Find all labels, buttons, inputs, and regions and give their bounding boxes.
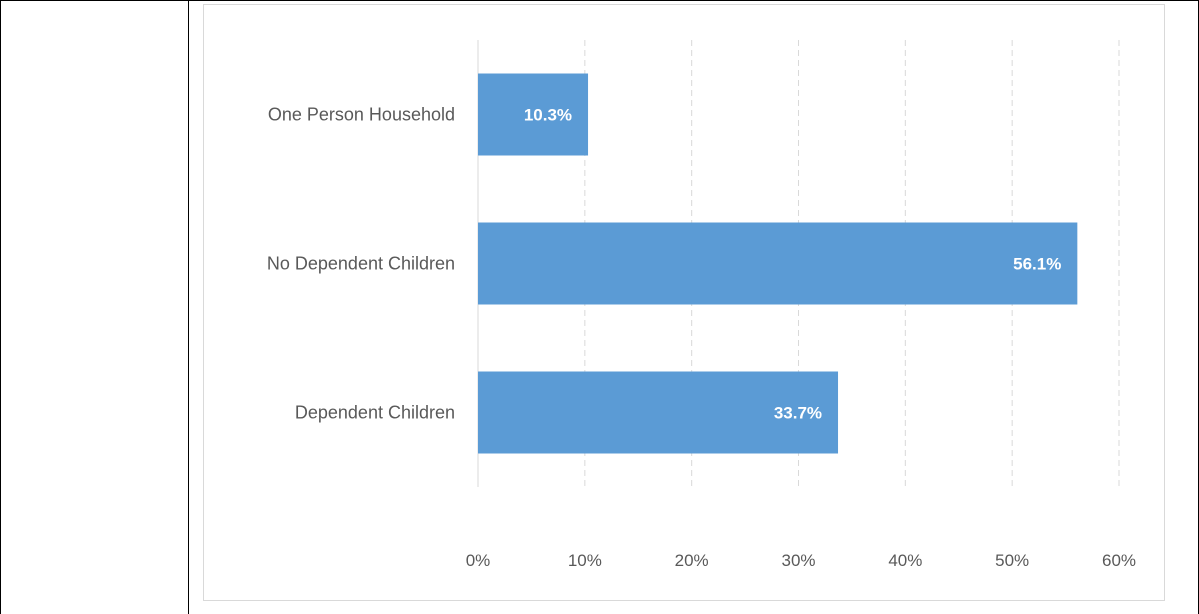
bars	[478, 73, 1078, 454]
chart-frame	[203, 4, 1165, 601]
x-tick-label: 40%	[888, 551, 922, 570]
x-tick-label: 0%	[466, 551, 491, 570]
bar	[478, 371, 839, 454]
x-tick-label: 30%	[781, 551, 815, 570]
category-label: No Dependent Children	[267, 254, 455, 274]
table-column-divider	[188, 0, 189, 614]
category-label: One Person Household	[268, 105, 455, 125]
x-tick-label: 50%	[995, 551, 1029, 570]
x-tick-label: 20%	[675, 551, 709, 570]
bar	[478, 222, 1078, 305]
bar-data-label: 33.7%	[774, 404, 822, 423]
x-tick-label: 60%	[1102, 551, 1136, 570]
bar-data-label: 10.3%	[524, 106, 572, 125]
x-tick-labels: 0% 10% 20% 30% 40% 50% 60%	[466, 551, 1136, 570]
category-label: Dependent Children	[295, 403, 455, 423]
bar-data-label: 56.1%	[1013, 255, 1061, 274]
bar	[478, 73, 589, 156]
category-labels: One Person Household No Dependent Childre…	[267, 105, 455, 423]
x-tick-label: 10%	[568, 551, 602, 570]
data-labels: 10.3% 56.1% 33.7%	[524, 106, 1061, 423]
